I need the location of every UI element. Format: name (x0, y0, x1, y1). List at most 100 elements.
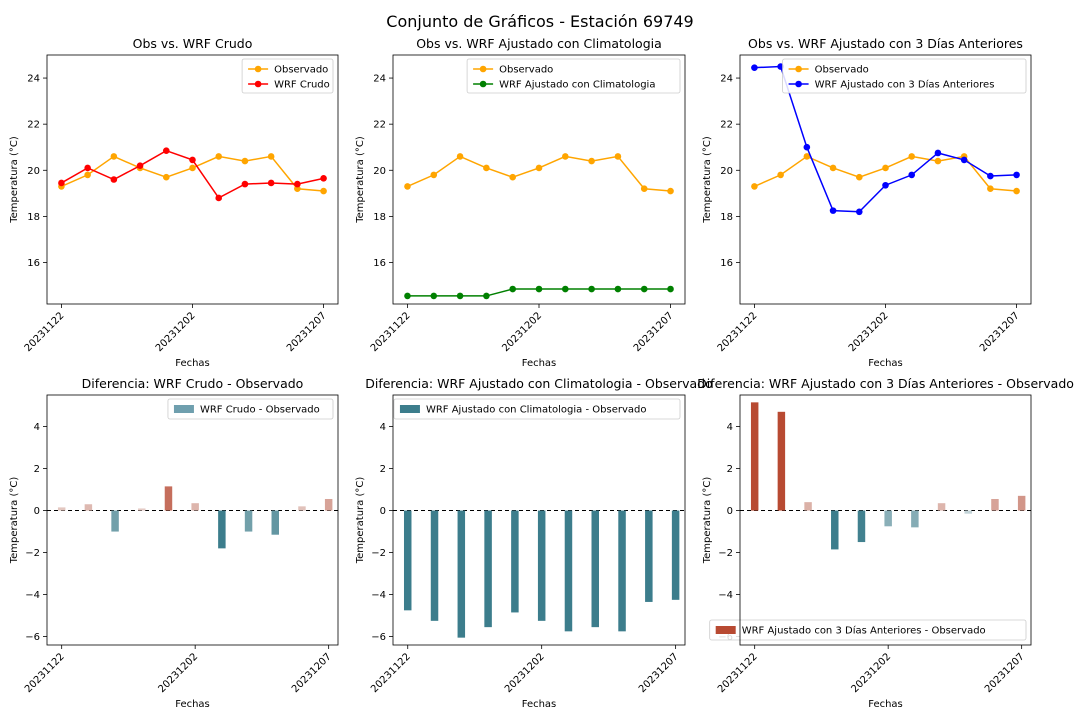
x-tick-label: 20231207 (290, 651, 334, 695)
bar (857, 510, 866, 543)
x-axis-label: Fechas (175, 699, 210, 710)
y-tick-label: 16 (373, 258, 386, 269)
y-tick-label: 4 (34, 422, 40, 433)
plot-frame (46, 394, 339, 646)
data-point (483, 292, 490, 300)
y-tick-label: −4 (25, 590, 40, 601)
bar (831, 510, 839, 550)
data-point (162, 147, 170, 154)
bar (991, 498, 999, 511)
y-axis-label: Temperatura (°C) (702, 136, 713, 224)
bar (511, 510, 519, 613)
x-tick-label: 20231207 (637, 651, 681, 695)
plot-frame (46, 54, 339, 305)
legend-marker (254, 80, 262, 88)
data-point (803, 153, 811, 160)
x-tick-label: 20231202 (500, 310, 544, 354)
data-point (751, 183, 758, 190)
bar (164, 486, 173, 511)
chart-panel-4: Diferencia: WRF Crudo - Observado −6 −4 −2 0… (9, 376, 339, 710)
y-tick-label: 0 (34, 506, 40, 517)
data-point (882, 181, 889, 189)
chart-panel-6: Diferencia: WRF Ajustado con 3 Días Ante… (697, 376, 1074, 710)
data-point (162, 173, 170, 181)
data-point (588, 285, 595, 293)
bar (191, 503, 199, 511)
x-tick-label: 20231122 (716, 310, 760, 354)
data-point (829, 207, 837, 214)
data-point (430, 171, 438, 179)
data-point (777, 171, 784, 179)
y-axis-label: Temperatura (°C) (9, 136, 20, 224)
data-point (483, 164, 490, 172)
x-tick-label: 20231122 (716, 651, 760, 695)
legend-swatch (173, 405, 194, 413)
data-point (320, 175, 327, 182)
legend-box (393, 398, 681, 420)
legend-marker (479, 80, 487, 88)
legend-label: Observado (499, 65, 553, 76)
y-tick-label: 4 (727, 422, 733, 433)
bar (57, 507, 66, 511)
plot-frame (392, 54, 686, 305)
panel-title: Obs vs. WRF Ajustado con Climatologia (416, 36, 662, 51)
y-tick-label: 0 (380, 506, 386, 517)
y-tick-label: −4 (718, 590, 733, 601)
x-tick-label: 20231122 (23, 310, 67, 354)
panel-title: Obs vs. WRF Ajustado con 3 Días Anterior… (748, 36, 1023, 51)
x-tick-label: 20231122 (369, 651, 413, 695)
bar (138, 508, 146, 511)
legend-marker (479, 65, 487, 73)
chart-panel-3: Obs vs. WRF Ajustado con 3 Días Anterior… (702, 36, 1032, 369)
data-point (960, 156, 968, 164)
data-point (987, 172, 994, 180)
legend-box (466, 58, 681, 94)
data-point (614, 153, 622, 160)
data-point (241, 180, 249, 188)
plot-frame (739, 394, 1032, 646)
legend-swatch (715, 626, 736, 634)
y-tick-label: 20 (373, 166, 386, 177)
legend-marker (795, 65, 802, 73)
bar (564, 510, 573, 632)
x-tick-label: 20231122 (23, 651, 67, 695)
y-tick-label: −6 (371, 632, 386, 643)
y-tick-label: 18 (720, 212, 733, 223)
x-tick-label: 20231207 (983, 651, 1027, 695)
data-point (509, 285, 516, 293)
y-tick-label: −2 (371, 548, 386, 559)
data-point (456, 292, 464, 300)
bar (218, 510, 226, 549)
data-point (855, 173, 863, 181)
x-tick-label: 20231202 (847, 310, 891, 354)
data-point (1013, 187, 1020, 195)
bar (111, 510, 119, 532)
y-tick-label: 16 (720, 258, 733, 269)
legend-swatch (399, 405, 420, 413)
legend-label: Observado (815, 65, 869, 76)
data-point (84, 171, 91, 179)
data-point (189, 164, 196, 172)
chart-panel-5: Diferencia: WRF Ajustado con Climatologi… (355, 376, 713, 710)
data-point (189, 156, 196, 164)
bar (537, 510, 546, 621)
x-axis-label: Fechas (522, 699, 557, 710)
x-axis-label: Fechas (522, 358, 557, 369)
data-point (241, 157, 249, 165)
data-point (987, 185, 994, 193)
data-point (535, 285, 543, 293)
data-point (110, 153, 118, 160)
data-point (562, 153, 569, 160)
data-point (908, 171, 916, 179)
x-tick-label: 20231122 (369, 310, 413, 354)
bar (777, 411, 786, 511)
x-tick-label: 20231207 (285, 310, 329, 354)
y-tick-label: −2 (25, 548, 40, 559)
data-point (404, 292, 411, 300)
bar (271, 510, 279, 535)
legend-label: WRF Ajustado con Climatologia (499, 80, 655, 91)
data-point (509, 173, 516, 181)
bar (645, 510, 653, 602)
y-tick-label: −2 (718, 548, 733, 559)
